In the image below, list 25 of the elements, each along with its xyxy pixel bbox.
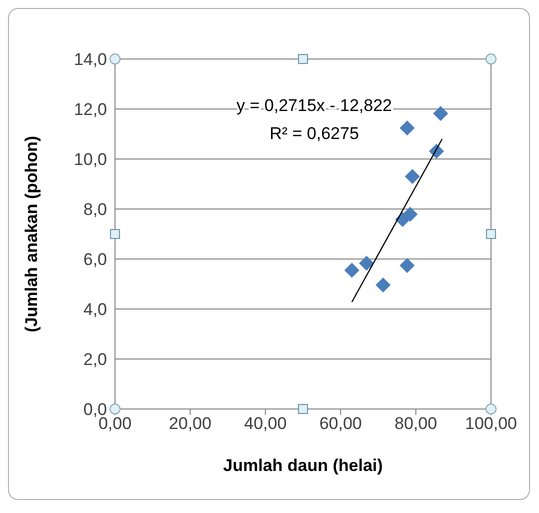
y-axis-title: (Jumlah anakan (pohon)	[22, 136, 42, 332]
x-axis-title: Jumlah daun (helai)	[223, 456, 383, 475]
y-tick-label: 2,0	[83, 350, 107, 370]
point	[402, 206, 418, 222]
point	[433, 106, 448, 121]
point	[344, 262, 360, 278]
point	[400, 258, 415, 273]
x-tick-label: 60,00	[319, 414, 362, 434]
x-tick-label: 40,00	[244, 414, 287, 434]
y-tick-label: 6,0	[83, 250, 107, 270]
point	[376, 278, 391, 292]
y-tick-label: 12,0	[74, 100, 107, 120]
point	[359, 256, 374, 271]
x-tick-label: 20,00	[168, 414, 212, 434]
annotation: y = 0,2715x - 12,822	[236, 96, 392, 115]
y-tick-label: 14,0	[74, 50, 107, 70]
y-tick-label: 10,0	[74, 150, 107, 170]
x-tick-label: 100,00	[465, 414, 517, 434]
annotation: R² = 0,6275	[270, 124, 359, 143]
y-tick-label: 8,0	[83, 200, 107, 220]
x-tick-label: 0,00	[98, 414, 132, 434]
y-tick-label: 4,0	[83, 300, 107, 320]
x-tick-label: 80,00	[394, 414, 438, 434]
point	[404, 169, 420, 184]
point	[400, 120, 415, 136]
